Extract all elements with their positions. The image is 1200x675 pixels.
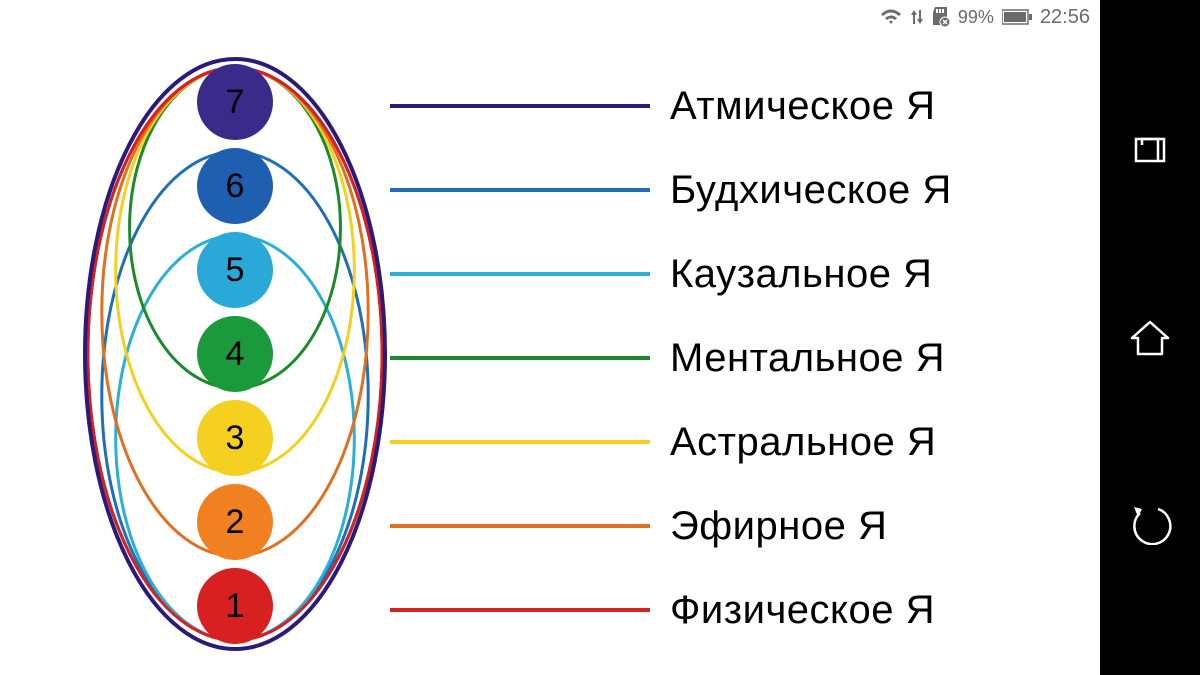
battery-pct-text: 99% — [958, 7, 994, 28]
legend-color-line — [390, 524, 650, 528]
legend-color-line — [390, 440, 650, 444]
battery-icon — [1002, 9, 1032, 25]
legend-color-line — [390, 272, 650, 276]
chakra-number: 1 — [226, 587, 245, 625]
legend-row: Атмическое Я — [390, 64, 952, 148]
image-content: 7 6 5 4 3 2 1 Атмическое Я Будхическое Я Каузаль… — [0, 34, 1100, 675]
chakra-diagram: 7 6 5 4 3 2 1 — [80, 54, 390, 654]
legend-row: Будхическое Я — [390, 148, 952, 232]
legend-label: Будхическое Я — [670, 168, 952, 213]
legend-color-line — [390, 356, 650, 360]
recent-apps-button[interactable] — [1120, 123, 1180, 183]
chakra-number: 2 — [226, 503, 245, 541]
home-button[interactable] — [1120, 308, 1180, 368]
legend-row: Астральное Я — [390, 400, 952, 484]
legend-color-line — [390, 104, 650, 108]
chakra-legend: Атмическое Я Будхическое Я Каузальное Я Мен… — [390, 64, 952, 652]
chakra-number: 5 — [226, 251, 245, 289]
legend-label: Астральное Я — [670, 420, 936, 465]
wifi-icon — [880, 8, 902, 26]
chakra-number: 3 — [226, 419, 245, 457]
legend-color-line — [390, 608, 650, 612]
back-button[interactable] — [1120, 493, 1180, 553]
legend-color-line — [390, 188, 650, 192]
android-screen: 99% 22:56 7 6 5 4 3 2 1 Атмическое Я Будхическо… — [0, 0, 1200, 675]
chakra-number: 6 — [226, 167, 245, 205]
sd-card-icon — [932, 7, 950, 27]
legend-row: Физическое Я — [390, 568, 952, 652]
legend-label: Физическое Я — [670, 588, 935, 633]
legend-row: Ментальное Я — [390, 316, 952, 400]
data-updown-icon — [910, 8, 924, 26]
legend-label: Каузальное Я — [670, 252, 932, 297]
legend-label: Эфирное Я — [670, 504, 887, 549]
legend-label: Атмическое Я — [670, 84, 936, 129]
clock-text: 22:56 — [1040, 6, 1090, 29]
legend-label: Ментальное Я — [670, 336, 945, 381]
legend-row: Эфирное Я — [390, 484, 952, 568]
status-bar: 99% 22:56 — [0, 0, 1100, 34]
chakra-number: 7 — [226, 83, 245, 121]
chakra-number: 4 — [226, 335, 245, 373]
legend-row: Каузальное Я — [390, 232, 952, 316]
android-navbar — [1100, 0, 1200, 675]
